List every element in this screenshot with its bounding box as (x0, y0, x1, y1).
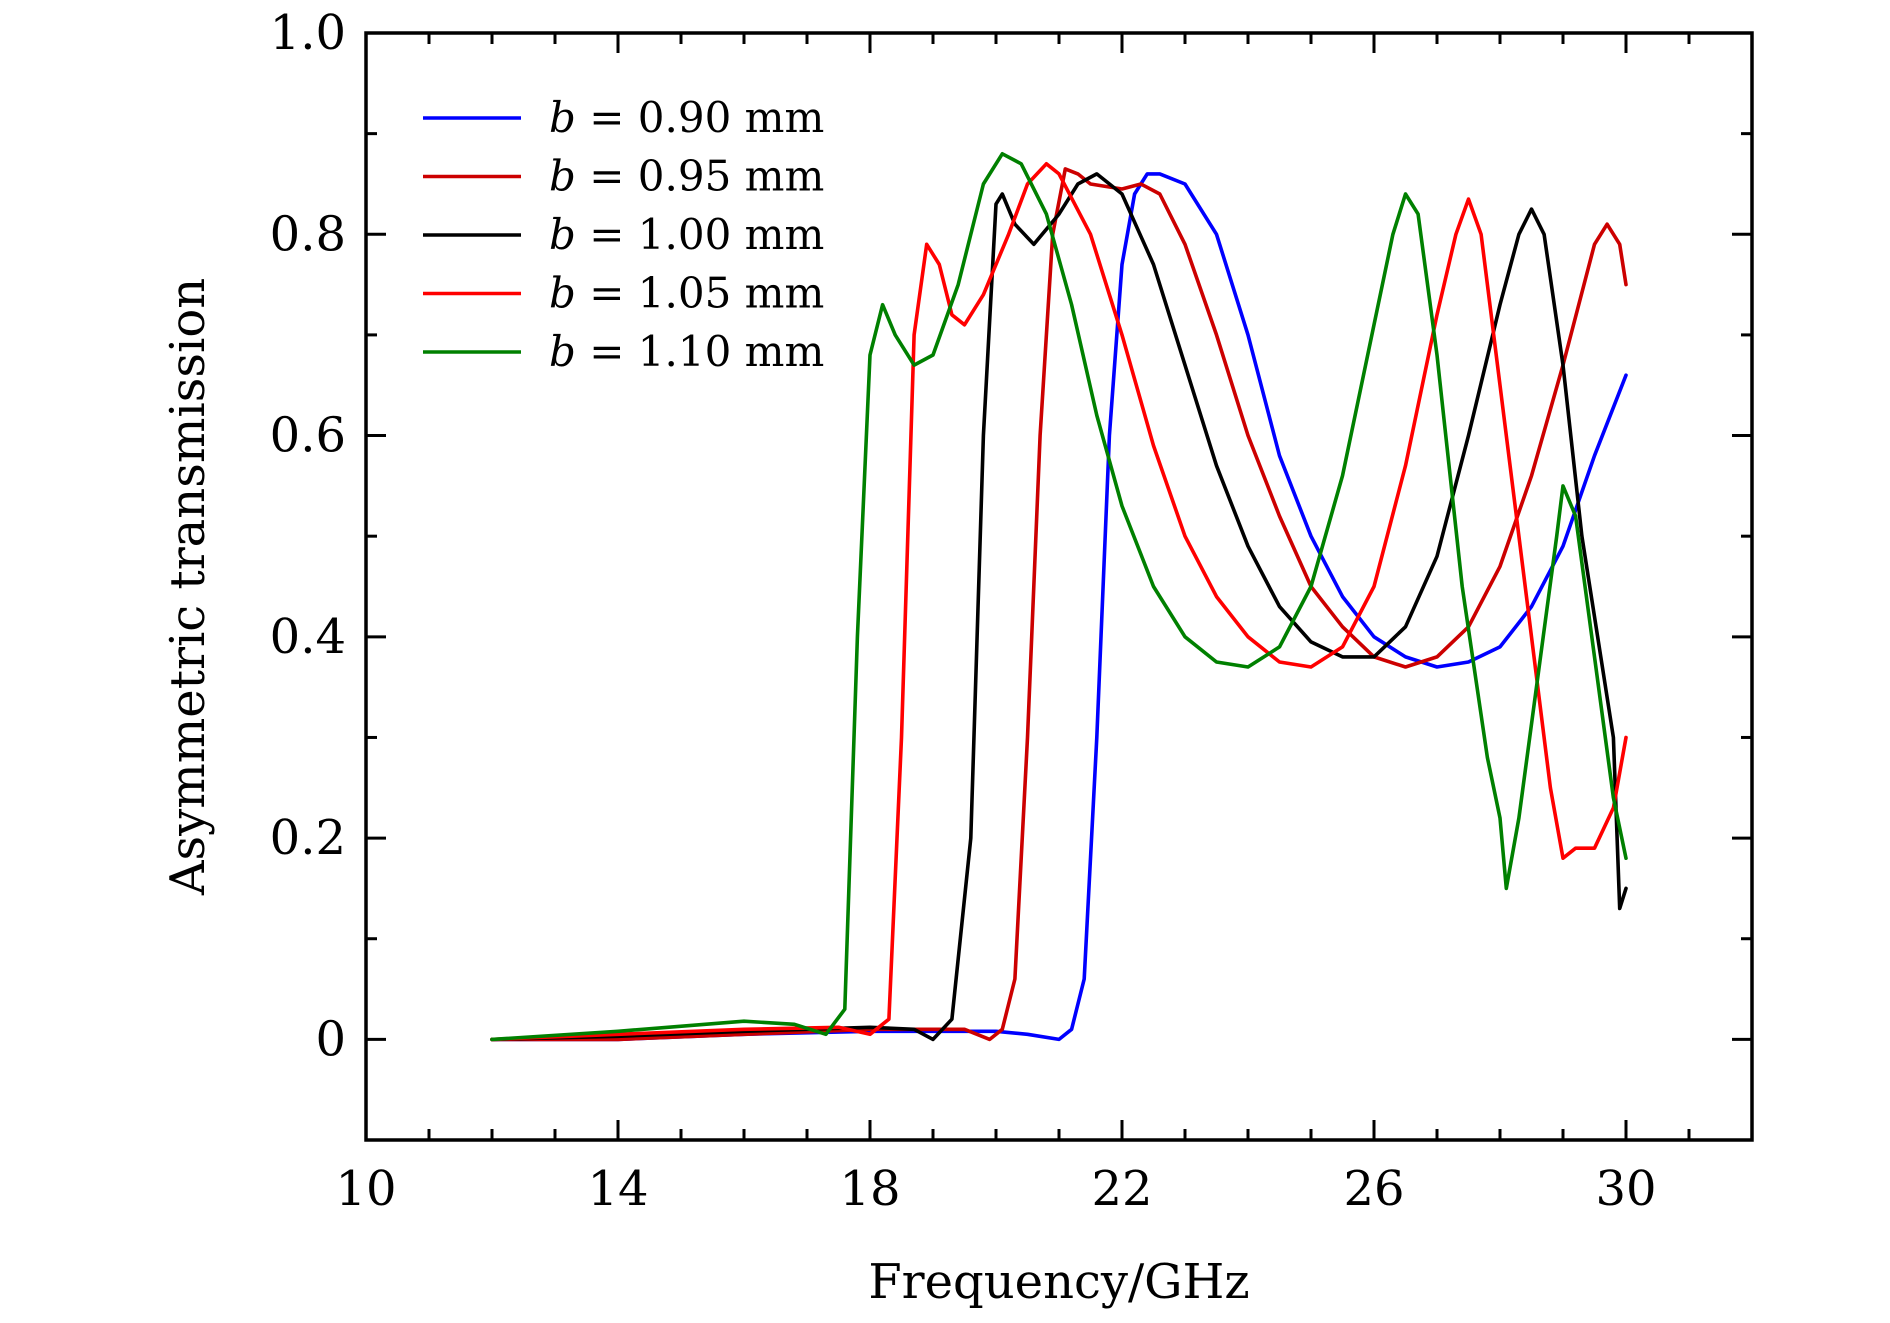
y-axis: 0 0.2 0.4 0.6 0.8 1.0 (270, 5, 1752, 1142)
legend-variable: b (549, 152, 576, 201)
legend-value: = 0.90 mm (576, 93, 824, 142)
legend-label: b = 0.95 mm (549, 152, 824, 201)
legend-variable: b (549, 269, 576, 318)
legend-value: = 0.95 mm (576, 152, 824, 201)
legend-label: b = 1.10 mm (549, 327, 824, 376)
legend-value: = 1.10 mm (576, 327, 824, 376)
legend-value: = 1.00 mm (576, 210, 824, 259)
y-axis-title: Asymmetric transmission (160, 278, 216, 896)
series-line-4 (490, 152, 1628, 1042)
x-tick-label: 14 (587, 1161, 648, 1217)
y-tick-label: 0.4 (270, 609, 346, 665)
y-tick-label: 1.0 (270, 5, 346, 61)
x-tick-label: 18 (839, 1161, 900, 1217)
x-tick-label: 30 (1595, 1161, 1656, 1217)
x-axis-title: Frequency/GHz (868, 1254, 1249, 1310)
plot-lines (490, 152, 1628, 1042)
y-tick-label: 0.8 (270, 206, 346, 262)
x-axis: 10 14 18 22 26 30 (335, 33, 1754, 1217)
legend-label: b = 1.05 mm (549, 269, 824, 318)
x-tick-label: 26 (1343, 1161, 1404, 1217)
x-tick-label: 22 (1091, 1161, 1152, 1217)
legend-value: = 1.05 mm (576, 269, 824, 318)
legend-variable: b (549, 210, 576, 259)
legend: b = 0.90 mmb = 0.95 mmb = 1.00 mmb = 1.0… (423, 93, 824, 376)
y-tick-label: 0 (315, 1011, 346, 1067)
x-tick-label: 10 (335, 1161, 396, 1217)
y-tick-label: 0.2 (270, 810, 346, 866)
legend-label: b = 1.00 mm (549, 210, 824, 259)
y-tick-label: 0.6 (270, 408, 346, 464)
series-line-2 (490, 172, 1628, 1042)
legend-variable: b (549, 327, 576, 376)
legend-variable: b (549, 93, 576, 142)
legend-label: b = 0.90 mm (549, 93, 824, 142)
series-line-3 (490, 162, 1628, 1042)
